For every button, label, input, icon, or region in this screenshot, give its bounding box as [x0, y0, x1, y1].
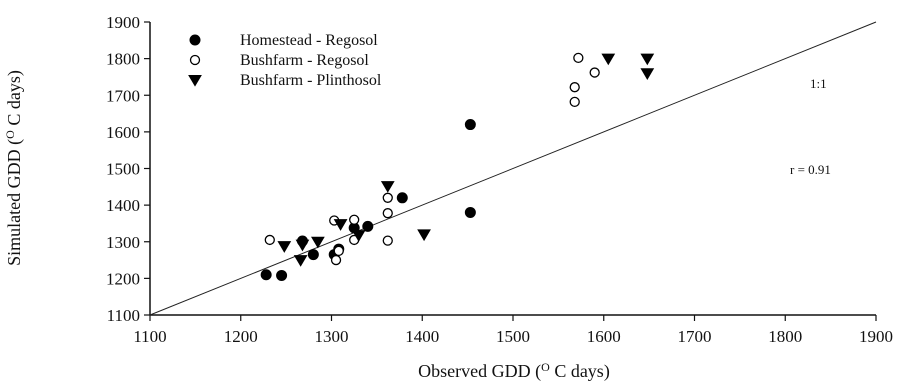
data-point-series-3 [640, 53, 655, 66]
data-point-series-3 [311, 236, 325, 249]
data-point-series-1 [260, 269, 272, 281]
data-point-series-2 [569, 96, 580, 107]
legend-marker-series-1 [189, 34, 201, 46]
x-tick-label: 1700 [678, 327, 712, 346]
data-point-series-2 [330, 254, 342, 266]
data-point-series-1 [464, 206, 476, 218]
x-tick-label: 1200 [224, 327, 258, 346]
reference-line [149, 21, 877, 316]
data-point-series-1 [464, 119, 476, 131]
data-point-series-2 [573, 52, 584, 64]
y-tick-label: 1500 [106, 160, 140, 179]
data-point-series-2 [589, 67, 600, 78]
legend: Homestead - Regosol Bushfarm - Regosol Bus… [188, 32, 382, 89]
legend-label-series-1: Homestead - Regosol [240, 32, 378, 49]
y-tick-label: 1600 [106, 123, 140, 142]
data-point-series-2 [569, 82, 580, 93]
data-point-series-3 [380, 181, 395, 193]
data-point-series-3 [277, 241, 292, 253]
data-point-series-1 [396, 192, 408, 204]
data-point-series-1 [307, 249, 319, 261]
y-tick-label: 1100 [107, 306, 140, 325]
data-point-series-3 [333, 219, 348, 231]
y-axis-title: Simulated GDD (O C days) [3, 70, 25, 266]
data-point-series-3 [293, 255, 308, 267]
y-tick-label: 1400 [106, 196, 140, 215]
annotations: 1:1 r = 0.91 [790, 76, 831, 177]
x-tick-label: 1900 [859, 327, 893, 346]
data-point-series-3 [640, 68, 655, 80]
data-point-series-1 [276, 269, 288, 281]
ticks: 1100 1200 1300 1400 1500 1600 1700 1800 1900 1100… [106, 13, 893, 346]
y-tick-label: 1700 [106, 86, 140, 105]
data-point-series-3 [601, 53, 616, 66]
x-axis-title-superscript: O [541, 360, 550, 374]
y-axis-title-superscript: O [3, 130, 17, 139]
one-to-one-label: 1:1 [810, 76, 827, 91]
y-tick-label: 1200 [106, 269, 140, 288]
data-point-series-3 [417, 229, 431, 242]
x-tick-label: 1600 [587, 327, 621, 346]
data-point-series-2 [382, 235, 393, 246]
x-tick-label: 1500 [496, 327, 530, 346]
x-tick-label: 1300 [315, 327, 349, 346]
x-tick-label: 1100 [133, 327, 166, 346]
data-point-series-2 [382, 192, 393, 203]
data-point-series-2 [382, 208, 393, 219]
legend-marker-series-2 [189, 54, 201, 66]
data-point-series-3 [295, 239, 310, 252]
x-tick-label: 1400 [405, 327, 439, 346]
legend-label-series-3: Bushfarm - Plinthosol [240, 72, 382, 89]
data-point-series-3 [351, 230, 366, 242]
x-axis-title: Observed GDD (O C days) [418, 360, 610, 382]
y-tick-label: 1300 [106, 233, 140, 252]
data-point-series-2 [349, 214, 360, 225]
data-points [260, 52, 655, 281]
data-point-series-2 [333, 245, 344, 257]
legend-marker-series-3 [188, 75, 202, 87]
y-tick-label: 1900 [106, 13, 140, 32]
data-point-series-1 [362, 220, 374, 232]
data-point-series-2 [264, 234, 275, 246]
correlation-annotation: r = 0.91 [790, 162, 831, 177]
legend-label-series-2: Bushfarm - Regosol [240, 52, 369, 69]
y-tick-label: 1800 [106, 50, 140, 69]
x-tick-label: 1800 [768, 327, 802, 346]
one-to-one-line [149, 21, 877, 316]
